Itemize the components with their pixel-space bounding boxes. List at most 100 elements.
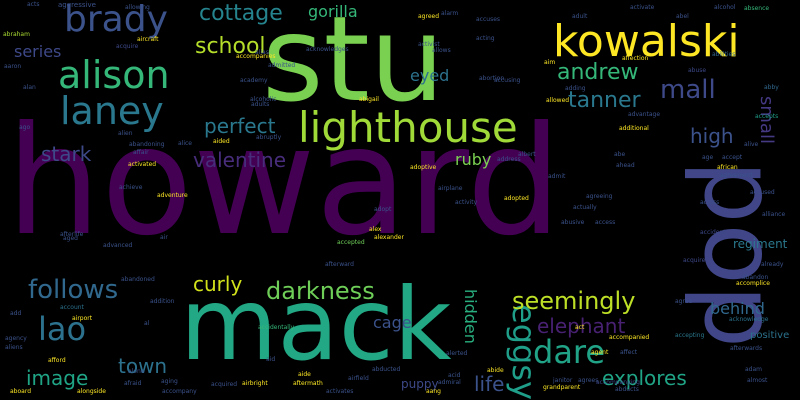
- word-adults: admitted: [268, 62, 296, 69]
- word-follows: follows: [28, 275, 119, 305]
- word-abandoning: already: [761, 261, 784, 268]
- word-valentine: valentine: [193, 148, 287, 172]
- word-afterward: afraid: [124, 380, 142, 387]
- word-afterlife: affection: [622, 55, 649, 62]
- word-accepted: accepted: [337, 239, 365, 246]
- word-accepting: accepting: [675, 332, 705, 339]
- word-positive: positive: [750, 330, 790, 341]
- word-abuse: abuse: [688, 67, 707, 74]
- word-acknowledges: accuses: [476, 16, 501, 23]
- word-ahead: agreed: [418, 13, 440, 20]
- word-cage: cage: [373, 313, 412, 332]
- word-aide: agrees: [578, 377, 599, 384]
- word-alice: alcoholic: [250, 96, 277, 103]
- word-alliance: alice: [178, 140, 193, 147]
- word-grandparent: adult: [572, 13, 588, 20]
- word-admit: addition: [150, 298, 175, 305]
- word-addition: adam: [745, 366, 763, 373]
- word-aftermath: afford: [48, 357, 66, 364]
- word-airfield: aim: [544, 59, 556, 66]
- word-janitor: academy: [240, 77, 268, 84]
- word-mack: mack: [180, 266, 452, 383]
- word-cottage: cottage: [199, 1, 283, 26]
- word-abigail: alerted: [446, 350, 468, 357]
- word-life: life: [474, 372, 505, 396]
- word-allowing: aliens: [5, 344, 23, 351]
- word-alison: alison: [58, 53, 170, 97]
- word-darkness: darkness: [266, 277, 375, 305]
- word-absence-2: acts: [27, 1, 40, 8]
- word-tanner: tanner: [568, 88, 641, 113]
- word-adam: activist: [418, 41, 440, 48]
- word-adopted: admiral: [438, 379, 461, 386]
- word-accept: accept: [722, 154, 743, 161]
- word-absence: absence: [744, 5, 770, 12]
- word-agrees: agree: [675, 298, 693, 305]
- word-series: series: [14, 42, 62, 61]
- word-abide: janitor: [553, 377, 573, 384]
- word-alive: alias: [255, 49, 269, 56]
- word-ally: abide: [487, 367, 504, 374]
- word-account: accompany: [162, 388, 197, 395]
- word-almost: alliance: [762, 211, 786, 218]
- word-image: image: [26, 366, 89, 390]
- word-access: access: [595, 219, 616, 226]
- word-aging: age: [702, 154, 714, 161]
- word-airport: airbright: [242, 380, 268, 387]
- word-alcohol: al: [144, 320, 150, 327]
- word-accused: accompanying: [596, 379, 640, 386]
- word-dare: dare: [533, 333, 606, 371]
- word-ruby: ruby: [455, 150, 492, 169]
- word-agreeing: aging: [161, 378, 178, 385]
- word-acknowledge: accused: [750, 189, 775, 196]
- word-accepts: accepts: [755, 113, 779, 120]
- word-alongside: allowing: [125, 4, 150, 11]
- word-abandoned: alongside: [77, 388, 106, 395]
- word-adult: abortion: [479, 75, 505, 82]
- word-curly: curly: [193, 272, 243, 296]
- word-advantage: adopted: [504, 195, 529, 202]
- word-agreement: ago: [19, 124, 31, 131]
- word-aid: agreeing: [586, 193, 613, 200]
- word-accuses: accomplice: [736, 280, 770, 287]
- word-albert: airport: [72, 315, 93, 322]
- word-abusive: abigail: [359, 96, 379, 103]
- word-gorilla: gorilla: [308, 2, 358, 21]
- word-alex: alarm: [441, 10, 459, 17]
- word-alan: airfield: [348, 375, 369, 382]
- word-aang: acid: [448, 372, 461, 379]
- word-afford: adventure: [157, 192, 188, 199]
- word-alerted: almost: [747, 377, 768, 384]
- word-agreed: agent: [591, 349, 609, 356]
- word-eyed: eyed: [410, 66, 450, 85]
- word-aiko: aang: [426, 388, 441, 395]
- word-ah: abel: [676, 13, 689, 20]
- word-aim: ahead: [616, 162, 635, 169]
- word-explores: explores: [602, 366, 687, 390]
- word-alexander: albert: [518, 151, 536, 158]
- word-howard: howard: [6, 95, 562, 269]
- word-regiment: regiment: [733, 237, 788, 251]
- word-abel: grandparent: [543, 384, 581, 391]
- word-aged: aftermath: [293, 380, 323, 387]
- word-already: allows: [432, 47, 451, 54]
- word-advanced: adopt: [374, 206, 392, 213]
- word-puppy: puppy: [401, 377, 439, 391]
- word-air: aid: [266, 356, 276, 363]
- word-allows: alive: [744, 141, 759, 148]
- word-aircraft: aide: [298, 371, 311, 378]
- word-acts: abducts: [615, 386, 639, 393]
- word-afterwards: african: [717, 164, 738, 171]
- word-behind: behind: [710, 299, 765, 318]
- word-abruptly: abandoning: [129, 141, 165, 148]
- word-abandon: abandon: [742, 274, 769, 281]
- word-adding: actually: [573, 204, 597, 211]
- word-adopt: address: [497, 156, 521, 163]
- word-activate: across: [700, 199, 720, 206]
- word-laney: laney: [60, 89, 164, 133]
- word-act: acquired: [211, 381, 238, 388]
- word-african: affect: [620, 349, 638, 356]
- word-activist: activate: [630, 4, 655, 11]
- word-accompanied: accompanied: [609, 334, 650, 341]
